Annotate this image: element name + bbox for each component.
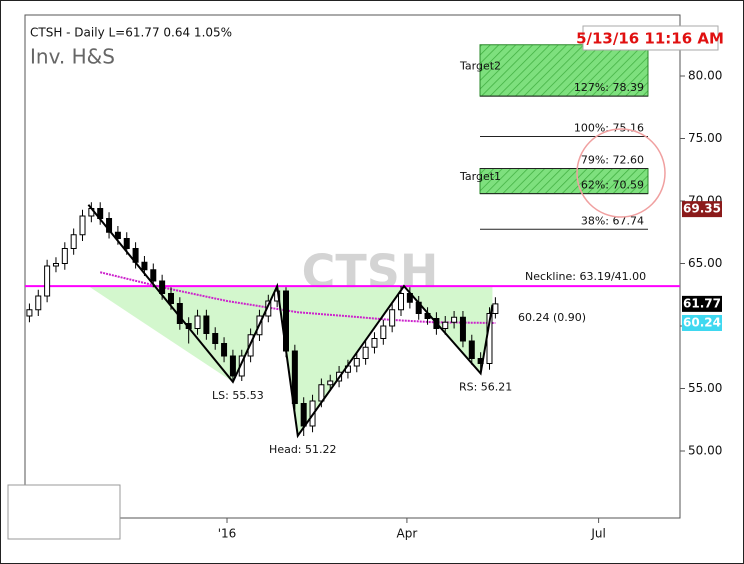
y-tick-label: 55.00 [688,381,722,395]
candle-body [159,280,166,294]
chart-title: CTSH - Daily L=61.77 0.64 1.05% [30,26,232,40]
price-marker [682,295,722,312]
fib-label: 100%: 75.16 [574,122,644,135]
candle-body [327,380,334,386]
candle-body [459,316,466,342]
candle-body [26,309,33,317]
candle-body [398,293,405,311]
candle-body [70,234,77,249]
pattern-label: LS: 55.53 [212,389,264,402]
candle-body [61,248,68,264]
candle-body [492,303,499,314]
moving-average [99,271,496,324]
candle-body [141,261,148,271]
candle-body [114,231,121,239]
x-tick-label: Apr [397,527,418,541]
pattern-label: Head: 51.22 [269,443,336,456]
fib-label: 127%: 78.39 [574,81,644,94]
ma-label: 60.24 (0.90) [518,311,586,324]
candle-body [150,269,157,282]
candle-body [194,315,201,329]
candle-body [380,325,387,339]
y-tick-label: 75.00 [688,131,722,145]
candle-body [203,315,210,334]
candle-body [52,263,59,267]
candle-body [221,343,228,357]
candle-body [442,321,449,329]
x-tick-label: Jul [590,527,605,541]
price-marker-label: 69.35 [683,202,721,216]
price-marker-label: 61.77 [683,296,721,310]
pattern-line [87,204,494,439]
timestamp-box [582,25,719,51]
candle-body [35,295,42,311]
fib-label: 38%: 67.74 [581,214,644,227]
candle-body [79,215,86,236]
candle-body [167,293,174,304]
candle-body [300,403,307,427]
candle-body [468,340,475,359]
candle-body [451,316,458,323]
x-tick-label: '16 [218,527,237,541]
candle-body [106,218,113,233]
neckline-label: Neckline: 63.19/41.00 [525,270,646,283]
target-label: Target1 [459,170,501,183]
plot-area [24,14,681,519]
price-marker [682,201,722,218]
candle-body [44,265,51,297]
target-label: Target2 [459,59,501,72]
price-marker [682,315,722,331]
logo-box [7,484,121,540]
candle-body [371,338,378,348]
y-tick-label: 80.00 [688,69,722,83]
price-marker-label: 60.24 [683,316,721,330]
highlight-circle [576,128,666,218]
y-tick-label: 65.00 [688,256,722,270]
candle-body [212,333,219,344]
candle-body [123,238,130,249]
candle-body [291,350,298,404]
timestamp: 5/13/16 11:16 AM [576,30,724,48]
candle-body [362,346,369,359]
fib-label: 79%: 72.60 [581,154,644,167]
candle-body [353,358,360,367]
fib-label: 62%: 70.59 [581,179,644,192]
candle-body [229,355,236,377]
pattern-label: RS: 56.21 [459,380,512,393]
y-tick-label: 50.00 [688,444,722,458]
chart-subtitle: Inv. H&S [30,45,115,69]
candle-body [389,309,396,327]
